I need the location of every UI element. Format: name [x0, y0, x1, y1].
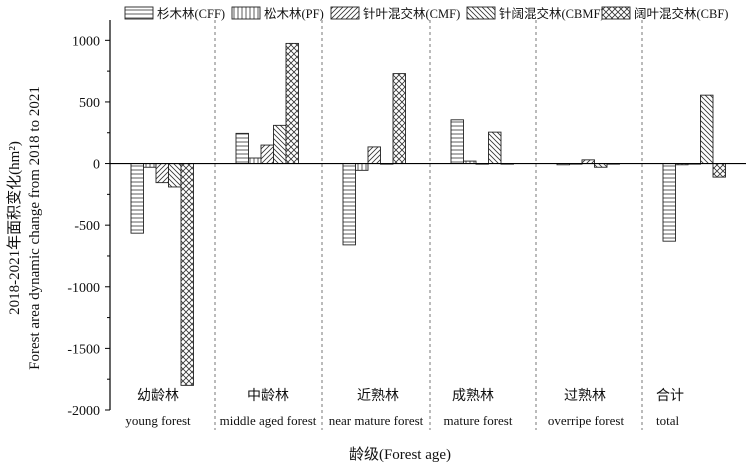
legend-label: 针叶混交林(CMF) — [363, 6, 460, 21]
category-label-en: overripe forest — [548, 413, 625, 428]
category-label-en: mature forest — [444, 413, 513, 428]
category-label-zh: 成熟林 — [452, 388, 494, 404]
bars — [130, 42, 726, 386]
legend: 杉木林(CFF) 松木林(PF) 针叶混交林(CMF) 针阔混交林(CBMF) 阔叶混交… — [124, 6, 728, 21]
category-labels: 幼龄林 young forest 中龄林 middle aged forest 近熟林 n… — [125, 388, 684, 428]
y-tick-label: -1000 — [67, 281, 100, 296]
bar-5-6 — [712, 163, 726, 178]
y-axis-label-zh: 2018-2021年面积变化(hm²) — [6, 141, 23, 315]
x-axis-label: 龄级(Forest age) — [349, 446, 451, 463]
bar-2-3 — [355, 163, 369, 171]
legend-swatch — [124, 6, 154, 20]
y-tick-label: -2000 — [67, 404, 100, 419]
category-label-zh: 近熟林 — [357, 388, 399, 404]
category-label-zh: 合计 — [656, 388, 684, 404]
bar-3-2 — [260, 144, 274, 164]
category-label-en: middle aged forest — [220, 413, 317, 428]
bar-4-2 — [273, 124, 287, 164]
legend-label: 针阔混交林(CBMF) — [499, 6, 605, 21]
category-label-en: total — [656, 413, 679, 428]
y-tick-label: -1500 — [67, 342, 100, 357]
y-tick-label: -500 — [74, 219, 100, 234]
bar-1-4 — [450, 119, 464, 164]
category-separators — [214, 20, 643, 430]
legend-swatch — [466, 6, 496, 20]
y-axis-label-en: Forest area dynamic change from 2018 to … — [27, 86, 43, 370]
bar-1-3 — [342, 163, 356, 246]
y-tick-label: 1000 — [72, 34, 100, 49]
bar-1-1 — [130, 163, 144, 234]
legend-label: 阔叶混交林(CBF) — [634, 6, 728, 21]
bar-1-2 — [235, 132, 249, 164]
bar-3-1 — [155, 163, 169, 184]
legend-label: 松木林(PF) — [264, 7, 324, 21]
legend-swatch — [601, 6, 631, 20]
y-axis: -2000 -1500 -1000 -500 0 500 1000 — [67, 20, 746, 419]
y-tick-label: 0 — [93, 158, 100, 173]
category-label-zh: 幼龄林 — [137, 388, 179, 404]
y-tick-label: 500 — [79, 96, 100, 111]
bar-4-4 — [488, 131, 502, 164]
bar-2-2 — [248, 157, 262, 164]
category-label-zh: 过熟林 — [564, 388, 606, 404]
bar-4-1 — [168, 163, 182, 188]
bar-3-3 — [367, 146, 381, 164]
bar-1-6 — [662, 163, 676, 242]
bar-5-1 — [180, 163, 194, 386]
category-label-en: young forest — [125, 413, 191, 428]
legend-swatch — [330, 6, 360, 20]
legend-swatch — [231, 6, 261, 20]
bar-5-3 — [392, 73, 406, 164]
bar-4-6 — [700, 94, 714, 164]
bar-5-2 — [285, 42, 299, 164]
legend-label: 杉木林(CFF) — [157, 7, 225, 21]
category-label-en: near mature forest — [329, 413, 424, 428]
category-label-zh: 中龄林 — [247, 388, 289, 404]
